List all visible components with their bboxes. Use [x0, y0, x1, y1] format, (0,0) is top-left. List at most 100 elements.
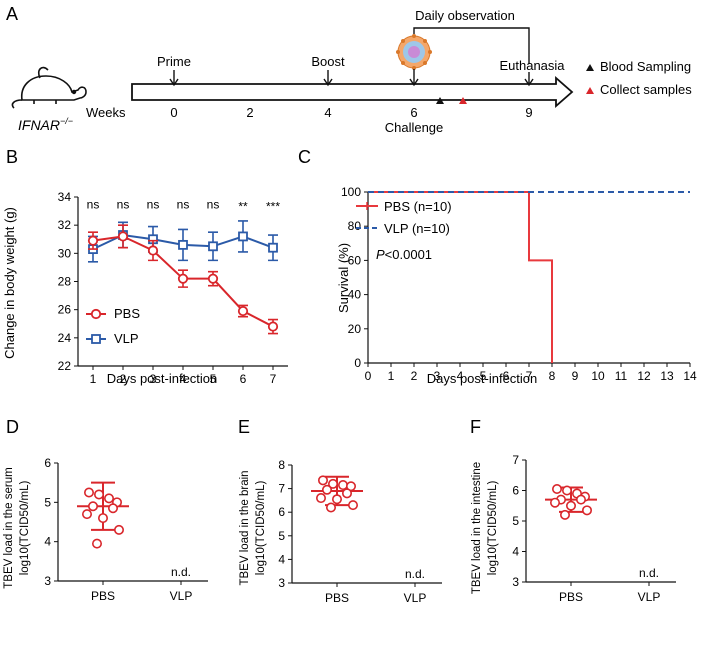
e-nd-label: n.d. — [405, 567, 425, 581]
b-y-tick-label: 32 — [58, 218, 72, 232]
c-p-value-annotation: P<0.0001 — [376, 247, 432, 262]
f-data-point — [559, 509, 570, 520]
b-x-axis-label: Days post-infection — [107, 371, 218, 386]
panel-label-a: A — [6, 4, 18, 24]
c-y-tick-label: 60 — [348, 253, 362, 267]
f-y-tick-label: 4 — [512, 545, 519, 559]
d-y-axis-label-2: log10(TCID50/mL) — [19, 481, 31, 576]
b-point-pbs — [117, 231, 129, 242]
b-legend-pbs-marker — [90, 308, 102, 320]
c-legend-vlp-label: VLP (n=10) — [384, 221, 450, 236]
b-point-pbs — [237, 305, 249, 317]
b-significance-label: ns — [87, 197, 100, 211]
b-legend-pbs-label: PBS — [114, 306, 140, 321]
mouse-icon — [11, 66, 87, 109]
panel-label-e: E — [238, 417, 250, 437]
b-point-pbs — [267, 321, 279, 332]
b-point-pbs — [147, 245, 159, 256]
c-y-axis-label: Survival (%) — [336, 243, 351, 313]
panel-d: D TBEV load in the serum log10(TCID50/mL… — [3, 417, 208, 603]
collect-sample-marker — [459, 97, 467, 104]
legend-collect-label: Collect samples — [600, 82, 692, 97]
b-significance-label: *** — [266, 199, 280, 213]
week-tick-0: 0 — [170, 105, 177, 120]
b-legend-vlp-label: VLP — [114, 331, 139, 346]
b-point-pbs — [87, 235, 99, 246]
f-nd-label: n.d. — [639, 566, 659, 580]
c-x-tick-label: 2 — [411, 369, 418, 383]
b-x-tick-label: 5 — [210, 372, 217, 386]
e-data-point — [317, 475, 328, 486]
b-legend-vlp-marker — [91, 334, 101, 344]
c-x-tick-label: 13 — [660, 369, 674, 383]
f-data-point — [565, 500, 576, 511]
e-data-point — [325, 502, 336, 513]
euthanasia-label: Euthanasia — [499, 58, 565, 73]
c-series-line-pbs — [368, 191, 553, 363]
f-y-axis-label-1: TBEV load in the intestine — [471, 462, 483, 594]
e-data-point — [331, 494, 342, 505]
weeks-label: Weeks — [86, 105, 126, 120]
b-x-tick-label: 6 — [240, 372, 247, 386]
b-y-tick-label: 26 — [58, 303, 72, 317]
daily-observation-label: Daily observation — [415, 8, 515, 23]
d-data-point — [84, 487, 95, 498]
d-data-point — [82, 509, 93, 520]
b-point-pbs — [177, 273, 189, 284]
b-point-pbs — [207, 273, 219, 284]
challenge-arrow — [409, 69, 419, 87]
d-x-tick-label: VLP — [170, 589, 193, 603]
c-x-tick-label: 8 — [549, 369, 556, 383]
week-tick-9: 9 — [525, 105, 532, 120]
panel-b: B Change in body weight (g) Days post-in… — [2, 147, 288, 386]
d-y-tick-label: 3 — [44, 574, 51, 588]
c-legend-pbs-label: PBS (n=10) — [384, 199, 452, 214]
e-y-tick-label: 6 — [278, 505, 285, 519]
c-y-tick-label: 100 — [341, 185, 361, 199]
c-x-axis-label: Days post-infection — [427, 371, 538, 386]
c-x-tick-label: 0 — [365, 369, 372, 383]
panel-a: A IFNAR−/− Weeks 0 2 4 6 9 Prime Boost D… — [6, 4, 692, 135]
d-data-point — [88, 501, 99, 512]
b-significance-label: ** — [238, 199, 248, 213]
e-y-tick-label: 5 — [278, 529, 285, 543]
prime-arrow — [169, 70, 179, 87]
b-y-tick-label: 22 — [58, 359, 72, 373]
boost-label: Boost — [311, 54, 345, 69]
e-y-tick-label: 3 — [278, 576, 285, 590]
b-y-axis-label: Change in body weight (g) — [2, 207, 17, 359]
b-significance-label: ns — [117, 197, 130, 211]
d-y-tick-label: 4 — [44, 535, 51, 549]
c-y-tick-label: 40 — [348, 288, 362, 302]
c-x-tick-label: 3 — [434, 369, 441, 383]
e-y-tick-label: 4 — [278, 552, 285, 566]
b-x-tick-label: 3 — [150, 372, 157, 386]
f-data-point — [575, 494, 586, 505]
chart-e: 3 4 5 6 7 8 PBS VLP n.d. — [278, 458, 442, 605]
c-x-tick-label: 11 — [615, 369, 628, 383]
d-data-point — [92, 538, 103, 549]
c-y-tick-label: 0 — [354, 356, 361, 370]
virus-icon — [396, 34, 432, 70]
f-y-tick-label: 5 — [512, 514, 519, 528]
d-data-point — [104, 493, 115, 504]
e-data-point — [315, 493, 326, 504]
d-data-point — [108, 503, 119, 514]
e-y-axis-label-1: TBEV load in the brain — [239, 470, 251, 585]
boost-arrow — [323, 70, 333, 87]
e-x-tick-label: VLP — [404, 591, 427, 605]
e-data-point — [327, 478, 338, 489]
c-x-tick-label: 6 — [503, 369, 510, 383]
c-y-tick-label: 80 — [348, 219, 362, 233]
b-y-tick-label: 30 — [58, 246, 72, 260]
d-data-point — [114, 524, 125, 535]
e-x-tick-label: PBS — [325, 591, 349, 605]
b-point-vlp — [268, 242, 278, 253]
c-y-tick-label: 20 — [348, 322, 362, 336]
b-y-tick-label: 34 — [58, 190, 72, 204]
panel-e: E TBEV load in the brain log10(TCID50/mL… — [238, 417, 442, 605]
e-y-tick-label: 7 — [278, 482, 285, 496]
e-y-tick-label: 8 — [278, 458, 285, 472]
